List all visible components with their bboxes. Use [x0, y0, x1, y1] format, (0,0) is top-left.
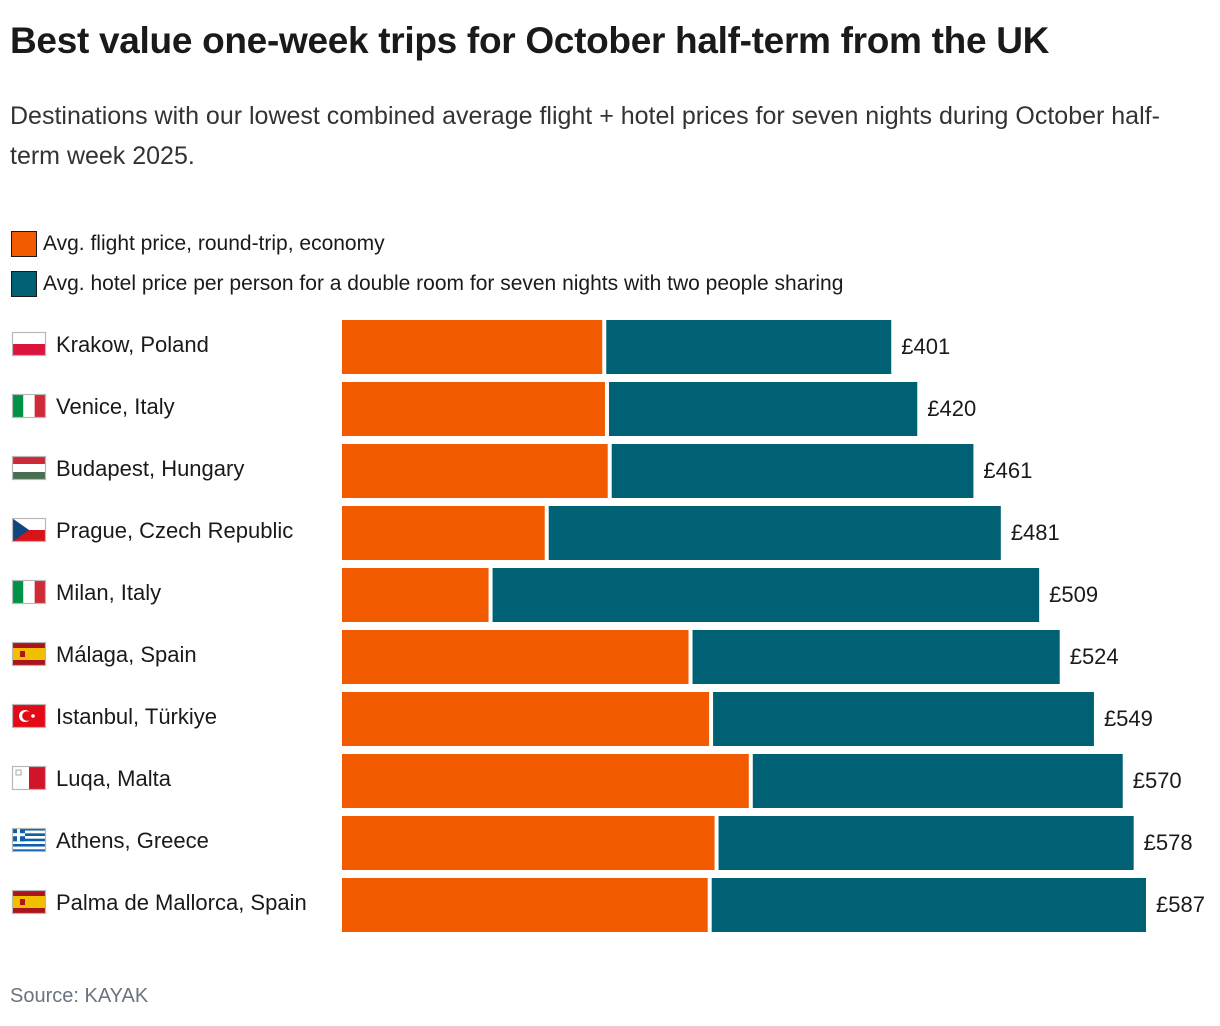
legend-label-flight: Avg. flight price, round-trip, economy — [43, 232, 385, 255]
flag-icon — [11, 827, 47, 853]
bar-row: Venice, Italy £420 — [11, 382, 976, 436]
bar-row: Milan, Italy £509 — [11, 568, 1098, 622]
category-label: Venice, Italy — [56, 394, 175, 419]
bar-hotel — [718, 816, 1134, 870]
bar-hotel — [752, 754, 1123, 808]
category-label: Palma de Mallorca, Spain — [56, 890, 307, 915]
flag-icon — [11, 889, 47, 915]
bar-flight — [342, 754, 749, 808]
total-label: £401 — [901, 334, 950, 359]
category-label: Istanbul, Türkiye — [56, 704, 217, 729]
category-label: Budapest, Hungary — [56, 456, 244, 481]
category-label: Luqa, Malta — [56, 766, 172, 791]
flag-icon — [11, 455, 47, 481]
category-label: Krakow, Poland — [56, 332, 209, 357]
total-label: £509 — [1049, 582, 1098, 607]
legend-label-hotel: Avg. hotel price per person for a double… — [43, 272, 844, 295]
bar-row: Luqa, Malta £570 — [11, 754, 1182, 808]
bar-flight — [342, 878, 708, 932]
flag-icon — [11, 579, 47, 605]
total-label: £549 — [1104, 706, 1153, 731]
bar-flight — [342, 382, 605, 436]
bar-flight — [342, 692, 710, 746]
bar-flight — [342, 444, 608, 498]
legend-swatch-flight — [11, 231, 37, 257]
bar-row: Budapest, Hungary £461 — [11, 444, 1032, 498]
legend-swatch-hotel — [11, 271, 37, 297]
bar-hotel — [713, 692, 1094, 746]
bar-row: Palma de Mallorca, Spain £587 — [11, 878, 1205, 932]
bar-hotel — [548, 506, 1001, 560]
category-label: Prague, Czech Republic — [56, 518, 293, 543]
bar-hotel — [692, 630, 1060, 684]
bar-hotel — [608, 382, 918, 436]
bar-flight — [342, 816, 715, 870]
total-label: £420 — [927, 396, 976, 421]
bar-flight — [342, 506, 545, 560]
bar-hotel — [492, 568, 1040, 622]
total-label: £524 — [1070, 644, 1119, 669]
bar-flight — [342, 320, 603, 374]
bar-row: Athens, Greece £578 — [11, 816, 1193, 870]
legend-item-flight: Avg. flight price, round-trip, economy — [11, 224, 843, 264]
legend: Avg. flight price, round-trip, economy A… — [11, 224, 843, 304]
source-note: Source: KAYAK — [10, 985, 149, 1007]
flag-icon — [11, 517, 47, 543]
bar-flight — [342, 568, 489, 622]
legend-item-hotel: Avg. hotel price per person for a double… — [11, 264, 843, 304]
total-label: £587 — [1156, 892, 1205, 917]
category-label: Athens, Greece — [56, 828, 209, 853]
bar-flight — [342, 630, 689, 684]
flag-icon — [11, 765, 47, 791]
bar-row: Krakow, Poland £401 — [11, 320, 950, 374]
category-label: Milan, Italy — [56, 580, 161, 605]
flag-icon — [11, 703, 47, 729]
bar-row: Istanbul, Türkiye £549 — [11, 692, 1153, 746]
flag-icon — [11, 331, 47, 357]
bar-hotel — [611, 444, 974, 498]
total-label: £578 — [1144, 830, 1193, 855]
bar-row: Prague, Czech Republic £481 — [11, 506, 1060, 560]
flag-icon — [11, 641, 47, 667]
bar-hotel — [711, 878, 1146, 932]
flag-icon — [11, 393, 47, 419]
chart-title: Best value one-week trips for October ha… — [10, 20, 1050, 61]
category-label: Málaga, Spain — [56, 642, 197, 667]
chart-subtitle: Destinations with our lowest combined av… — [10, 102, 1160, 170]
total-label: £481 — [1011, 520, 1060, 545]
bar-row: Málaga, Spain £524 — [11, 630, 1119, 684]
total-label: £570 — [1133, 768, 1182, 793]
bar-hotel — [606, 320, 892, 374]
total-label: £461 — [983, 458, 1032, 483]
